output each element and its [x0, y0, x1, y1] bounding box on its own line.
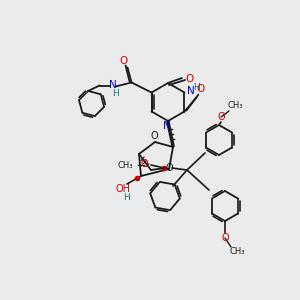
Text: CH₃: CH₃: [227, 101, 243, 110]
Text: O: O: [196, 85, 205, 94]
Text: O: O: [186, 74, 194, 84]
Text: OH: OH: [116, 184, 130, 194]
Text: H: H: [112, 89, 119, 98]
Text: N: N: [109, 80, 116, 91]
Text: N: N: [163, 121, 171, 131]
Text: H: H: [123, 193, 129, 202]
Text: CH₃: CH₃: [118, 160, 133, 169]
Text: O: O: [119, 56, 128, 65]
Text: N: N: [187, 86, 194, 97]
Text: O: O: [217, 112, 225, 122]
Text: O: O: [140, 159, 148, 169]
Text: CH₃: CH₃: [229, 248, 245, 256]
Text: H: H: [193, 83, 200, 92]
Text: O: O: [165, 163, 173, 173]
Text: O: O: [150, 131, 158, 141]
Text: O: O: [221, 233, 229, 243]
